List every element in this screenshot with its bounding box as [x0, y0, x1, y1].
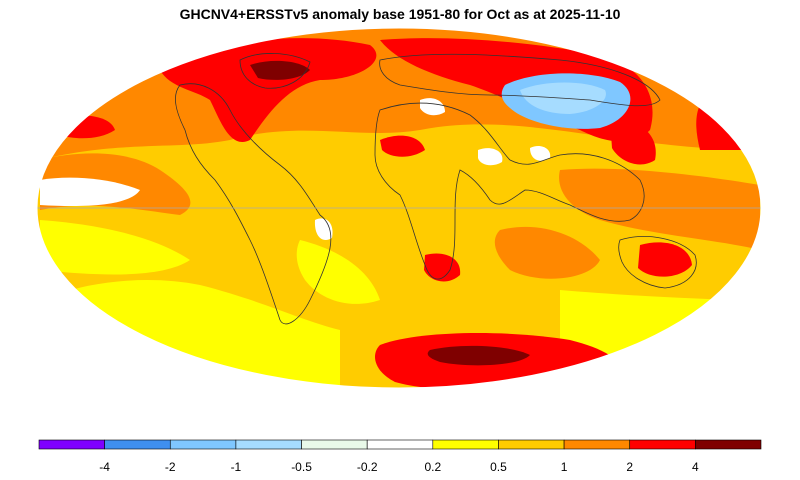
legend-swatch: [301, 439, 368, 450]
legend-ticks: -4 -2 -1 -0.5 -0.2 0.2 0.5 1 2 4: [99, 460, 699, 474]
legend-tick-label: 0.2: [424, 460, 441, 474]
pacific-yellow: [40, 220, 190, 275]
legend-tick-label: 0.5: [490, 460, 507, 474]
southern-ocean-hot: [427, 345, 530, 366]
legend-swatch: [169, 439, 237, 450]
legend-swatches: [38, 439, 762, 450]
australia-warm: [638, 242, 692, 277]
east-asia-warm: [610, 119, 656, 165]
amazon-neutral: [314, 218, 333, 240]
legend-swatch: [38, 439, 105, 450]
legend-swatch: [235, 439, 302, 450]
legend-tick-label: -4: [99, 460, 110, 474]
north-atlantic-warm: [160, 38, 377, 142]
mediterranean-warm: [380, 135, 425, 157]
southern-africa-warm: [424, 253, 461, 282]
anomaly-map: [36, 27, 762, 389]
legend-tick-label: 2: [626, 460, 633, 474]
globe-outline: [36, 27, 762, 389]
legend-swatch: [366, 439, 434, 450]
legend-swatch: [629, 439, 696, 450]
south-atlantic-yellow: [296, 240, 380, 304]
legend-swatch: [695, 439, 762, 450]
chart-title: GHCNV4+ERSSTv5 anomaly base 1951-80 for …: [179, 6, 621, 22]
legend-tick-label: -0.2: [357, 460, 378, 474]
arabia-neutral: [478, 148, 503, 166]
tibet-neutral: [530, 146, 551, 161]
north-africa-neutral: [420, 98, 445, 116]
indian-ocean-orange: [494, 226, 600, 279]
east-pacific-neutral: [40, 177, 140, 207]
legend-tick-label: -1: [231, 460, 242, 474]
greenland-hot: [250, 60, 310, 80]
legend-tick-label: 4: [692, 460, 699, 474]
west-pacific-orange: [559, 168, 760, 250]
legend-swatch: [432, 439, 499, 450]
legend-swatch: [104, 439, 171, 450]
legend-tick-label: -2: [165, 460, 176, 474]
legend-swatch: [498, 439, 565, 450]
coastlines: [175, 53, 697, 325]
legend-tick-label: 1: [561, 460, 568, 474]
legend-swatch: [563, 439, 631, 450]
legend-tick-label: -0.5: [291, 460, 312, 474]
